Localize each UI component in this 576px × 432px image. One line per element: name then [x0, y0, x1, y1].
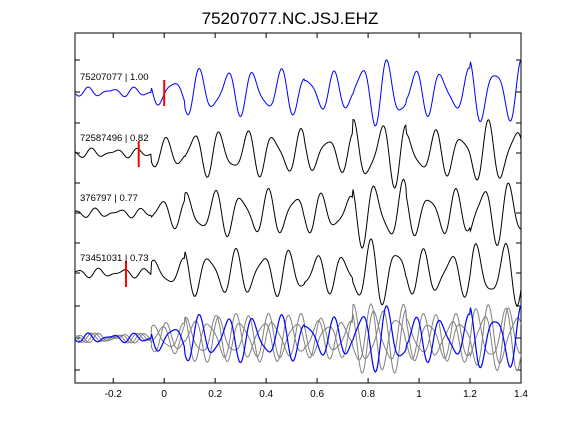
stack-trace-line — [74, 304, 522, 374]
x-axis: -0.2 0 0.2 0.4 0.6 0.8 1 1.2 1.4 — [105, 33, 528, 400]
stack-trace-line — [74, 303, 522, 374]
x-tick-label: 0.2 — [208, 389, 222, 400]
trace-line — [74, 59, 522, 127]
x-tick-label: 0 — [161, 389, 167, 400]
trace-line — [74, 178, 522, 249]
x-tick-label: 1.4 — [514, 389, 528, 400]
trace-label: 376797 | 0.77 — [80, 193, 138, 204]
traces — [74, 59, 522, 374]
trace-line — [74, 119, 522, 189]
x-tick-label: 1 — [416, 389, 422, 400]
x-tick-label: -0.2 — [105, 389, 123, 400]
trace-labels: 75207077 | 1.00 72587496 | 0.82 376797 | 0… — [80, 72, 149, 264]
trace-label: 73451031 | 0.73 — [80, 253, 149, 264]
x-tick-label: 0.4 — [259, 389, 273, 400]
x-tick-label: 0.6 — [310, 389, 324, 400]
x-tick-label: 1.2 — [463, 389, 477, 400]
chart-title: 75207077.NC.JSJ.EHZ — [202, 9, 379, 28]
trace-label: 75207077 | 1.00 — [80, 72, 149, 83]
trace-label: 72587496 | 0.82 — [80, 133, 149, 144]
x-tick-label: 0.8 — [361, 389, 375, 400]
plot-frame — [74, 32, 522, 384]
trace-line — [74, 238, 522, 307]
stack-reference-line — [74, 305, 522, 373]
